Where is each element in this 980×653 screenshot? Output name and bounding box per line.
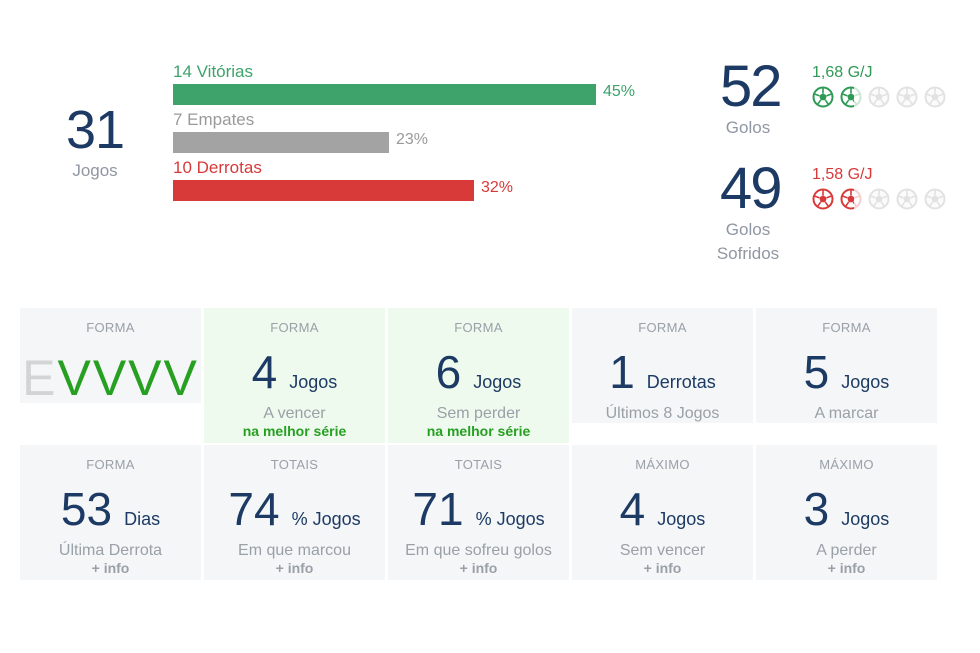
- goals-conceded-per-game: 1,58 G/J: [812, 166, 873, 183]
- card-main: 3 Jogos: [756, 481, 937, 537]
- goals-scored-per-game: 1,68 G/J: [812, 64, 873, 81]
- card-main: 53 Dias: [20, 481, 201, 537]
- card-subtitle: A marcar: [814, 405, 879, 422]
- goals-scored-balls: [812, 86, 946, 108]
- soccer-ball-icon: [840, 188, 862, 210]
- card-main: 74 % Jogos: [204, 481, 385, 537]
- draws-bar: [173, 132, 389, 153]
- card-main: 1 Derrotas: [572, 344, 753, 400]
- losses-label: 10 Derrotas: [173, 158, 262, 177]
- games-label: Jogos: [72, 161, 118, 180]
- goals-scored-label: Golos: [725, 118, 771, 137]
- soccer-ball-icon: [896, 86, 918, 108]
- stat-card-games-conceded[interactable]: TOTAIS 71 % Jogos Em que sofreu golos + …: [388, 445, 569, 580]
- card-main: 6 Jogos: [388, 344, 569, 400]
- form-result: V: [92, 350, 129, 406]
- form-sequence: EVVVV: [20, 348, 201, 408]
- card-value: 71: [412, 483, 464, 535]
- card-subtitle: A vencer: [263, 405, 326, 422]
- soccer-ball-icon: [924, 86, 946, 108]
- soccer-ball-icon: [812, 188, 834, 210]
- draws-label: 7 Empates: [173, 110, 255, 129]
- stat-card-max-losing[interactable]: MÁXIMO 3 Jogos A perder + info: [756, 445, 937, 580]
- card-subtitle: Últimos 8 Jogos: [605, 405, 720, 422]
- card-value: 6: [435, 346, 462, 398]
- soccer-ball-icon: [896, 188, 918, 210]
- games-total: 31: [65, 100, 125, 160]
- goals-conceded-balls: [812, 188, 946, 210]
- stat-card-max-winless[interactable]: MÁXIMO 4 Jogos Sem vencer + info: [572, 445, 753, 580]
- soccer-ball-icon: [868, 188, 890, 210]
- card-subtitle: A perder: [816, 542, 877, 559]
- card-subtitle: Em que marcou: [238, 542, 351, 559]
- card-caption: TOTAIS: [270, 457, 319, 472]
- card-footnote: na melhor série: [426, 423, 531, 439]
- card-unit: Jogos: [657, 509, 706, 529]
- card-main: 4 Jogos: [572, 481, 753, 537]
- stat-card-recent-losses[interactable]: FORMA 1 Derrotas Últimos 8 Jogos: [572, 308, 753, 423]
- more-info-link[interactable]: + info: [459, 560, 498, 576]
- card-footnote: na melhor série: [242, 423, 347, 439]
- card-unit: Jogos: [841, 372, 890, 392]
- card-main: 4 Jogos: [204, 344, 385, 400]
- more-info-link[interactable]: + info: [827, 560, 866, 576]
- soccer-ball-icon: [812, 86, 834, 108]
- stat-card-scoring-streak[interactable]: FORMA 5 Jogos A marcar: [756, 308, 937, 423]
- form-result: V: [57, 350, 93, 406]
- losses-bar: [173, 180, 474, 201]
- card-caption: FORMA: [454, 320, 503, 335]
- goals-conceded-label-1: Golos: [725, 220, 771, 239]
- soccer-ball-icon: [840, 86, 862, 108]
- card-unit: Jogos: [473, 372, 522, 392]
- goals-conceded-value: 49: [720, 156, 782, 221]
- card-caption: FORMA: [270, 320, 319, 335]
- form-result: E: [22, 350, 58, 406]
- stat-card-winning-streak[interactable]: FORMA 4 Jogos A vencer na melhor série: [204, 308, 385, 443]
- card-value: 1: [609, 346, 635, 398]
- form-result: V: [128, 350, 164, 406]
- card-value: 53: [60, 483, 113, 535]
- card-caption: MÁXIMO: [819, 457, 874, 472]
- card-main: 5 Jogos: [756, 344, 937, 400]
- card-caption: FORMA: [822, 320, 871, 335]
- form-card: FORMA EVVVV: [20, 308, 201, 406]
- card-unit: % Jogos: [475, 509, 545, 529]
- card-caption: FORMA: [86, 457, 135, 472]
- soccer-ball-icon: [868, 86, 890, 108]
- more-info-link[interactable]: + info: [275, 560, 314, 576]
- card-value: 3: [803, 483, 830, 535]
- card-value: 5: [803, 346, 830, 398]
- wins-bar: [173, 84, 596, 105]
- card-caption: FORMA: [86, 320, 135, 335]
- card-subtitle: Sem vencer: [619, 542, 706, 559]
- card-unit: Jogos: [289, 372, 338, 392]
- losses-pct: 32%: [481, 179, 514, 196]
- stat-card-unbeaten-streak[interactable]: FORMA 6 Jogos Sem perder na melhor série: [388, 308, 569, 443]
- card-unit: Dias: [124, 509, 161, 529]
- card-value: 4: [619, 483, 646, 535]
- wins-label: 14 Vitórias: [173, 62, 254, 81]
- card-subtitle: Em que sofreu golos: [405, 542, 552, 559]
- goals-scored-value: 52: [720, 54, 782, 119]
- card-caption: MÁXIMO: [635, 457, 690, 472]
- stat-card-games-scored[interactable]: TOTAIS 74 % Jogos Em que marcou + info: [204, 445, 385, 580]
- card-caption: FORMA: [638, 320, 687, 335]
- more-info-link[interactable]: + info: [91, 560, 130, 576]
- wins-pct: 45%: [603, 83, 636, 100]
- card-unit: Jogos: [841, 509, 890, 529]
- card-value: 4: [251, 346, 278, 398]
- card-value: 74: [228, 483, 280, 535]
- card-subtitle: Última Derrota: [58, 542, 163, 559]
- card-unit: Derrotas: [646, 372, 716, 392]
- form-result: V: [163, 350, 199, 406]
- more-info-link[interactable]: + info: [643, 560, 682, 576]
- card-unit: % Jogos: [291, 509, 361, 529]
- stat-card-last-loss[interactable]: FORMA 53 Dias Última Derrota + info: [20, 445, 201, 580]
- goals-conceded-label-2: Sofridos: [716, 244, 780, 263]
- card-caption: TOTAIS: [454, 457, 503, 472]
- card-subtitle: Sem perder: [436, 405, 521, 422]
- card-main: 71 % Jogos: [388, 481, 569, 537]
- draws-pct: 23%: [396, 131, 429, 148]
- soccer-ball-icon: [924, 188, 946, 210]
